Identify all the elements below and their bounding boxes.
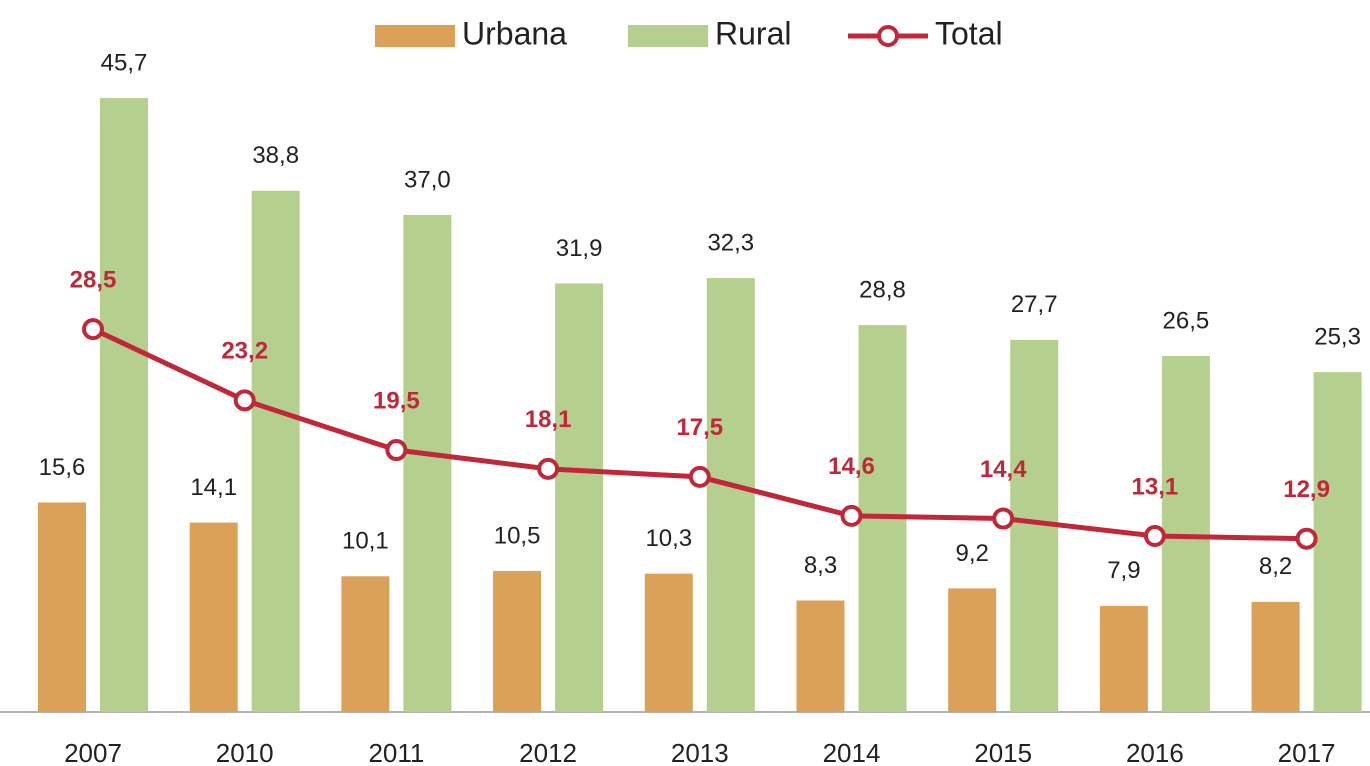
bar — [251, 190, 300, 712]
bar — [403, 214, 452, 712]
bar — [100, 98, 148, 712]
line-value-label: 17,5 — [676, 414, 723, 441]
x-tick-label: 2007 — [64, 738, 122, 766]
value-label: 10,3 — [645, 525, 692, 552]
bar — [706, 278, 755, 712]
line-value-label: 28,5 — [70, 266, 117, 293]
line-value-label: 12,9 — [1283, 476, 1330, 503]
legend-label: Urbana — [462, 15, 567, 51]
line-value-label: 18,1 — [525, 406, 572, 433]
line-point — [688, 465, 711, 488]
x-tick-label: 2012 — [519, 738, 577, 766]
value-label: 7,9 — [1107, 557, 1140, 584]
line-value-label: 14,6 — [828, 453, 875, 480]
line-point — [1295, 527, 1318, 550]
line-point — [233, 389, 256, 412]
x-tick-label: 2017 — [1278, 738, 1336, 766]
value-label: 10,5 — [494, 522, 541, 549]
value-label: 37,0 — [404, 166, 451, 193]
value-label: 28,8 — [859, 276, 906, 303]
value-label: 45,7 — [101, 49, 148, 76]
value-label: 8,3 — [804, 552, 837, 579]
value-label: 25,3 — [1314, 323, 1361, 350]
bar — [948, 588, 997, 712]
value-label: 31,9 — [556, 235, 603, 262]
value-label: 10,1 — [342, 528, 389, 555]
bar — [1251, 601, 1300, 712]
legend-label: Rural — [715, 15, 791, 51]
line-point — [537, 457, 560, 480]
line-point — [385, 439, 408, 462]
x-tick-label: 2014 — [823, 738, 881, 766]
value-label: 14,1 — [190, 474, 237, 501]
x-tick-label: 2010 — [216, 738, 274, 766]
line-point — [1143, 525, 1166, 548]
x-tick-label: 2016 — [1126, 738, 1184, 766]
bar — [796, 600, 845, 712]
x-tick-label: 2011 — [368, 738, 424, 766]
legend-swatch — [628, 25, 708, 47]
bar — [555, 283, 604, 712]
value-label: 26,5 — [1163, 307, 1210, 334]
bar — [189, 522, 238, 712]
value-label: 32,3 — [707, 229, 754, 256]
line-value-label: 23,2 — [221, 338, 268, 365]
value-label: 15,6 — [39, 454, 86, 481]
bar — [341, 576, 390, 712]
bar — [38, 502, 86, 712]
value-label: 27,7 — [1011, 291, 1058, 318]
bar — [1099, 605, 1148, 712]
bar — [1313, 372, 1362, 712]
line-point — [840, 504, 863, 527]
legend-label: Total — [935, 15, 1003, 51]
value-label: 9,2 — [956, 540, 989, 567]
line-value-label: 19,5 — [373, 387, 420, 414]
x-tick-label: 2015 — [974, 738, 1032, 766]
line-value-label: 13,1 — [1132, 473, 1179, 500]
legend-marker — [877, 25, 899, 47]
bar — [644, 573, 693, 712]
legend-swatch — [375, 25, 455, 47]
line-point — [82, 318, 104, 341]
line-value-label: 14,4 — [980, 456, 1027, 483]
bar — [493, 570, 542, 712]
line-point — [992, 507, 1015, 530]
value-label: 38,8 — [252, 142, 299, 169]
x-tick-label: 2013 — [671, 738, 729, 766]
value-label: 8,2 — [1259, 553, 1292, 580]
